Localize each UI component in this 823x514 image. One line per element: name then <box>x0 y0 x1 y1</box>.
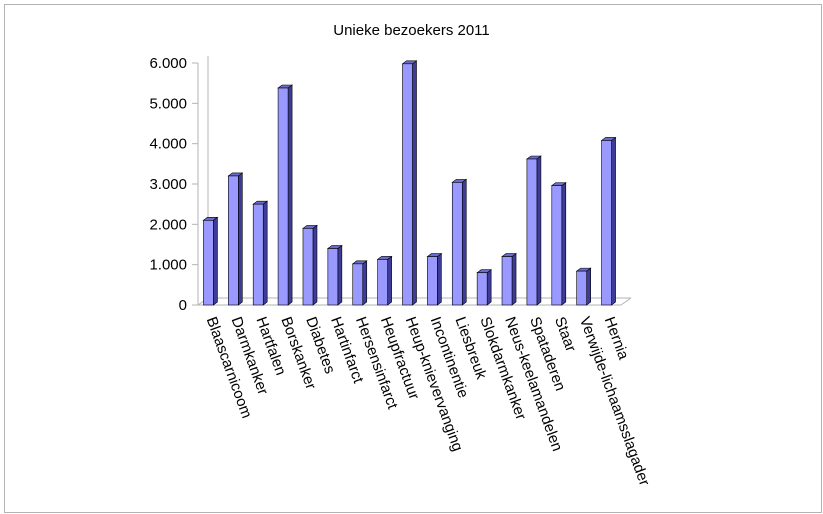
chart-title: Unieke bezoekers 2011 <box>333 22 490 39</box>
y-tick-label: 6.000 <box>149 55 187 72</box>
bar <box>526 155 542 306</box>
y-tick-label: 1.000 <box>149 257 187 274</box>
bar <box>600 136 617 306</box>
bar <box>252 200 269 306</box>
bar <box>550 182 567 306</box>
bar <box>501 253 517 306</box>
bar <box>451 178 468 306</box>
y-tick-label: 0 <box>179 297 187 314</box>
floor-right-edge <box>620 297 632 306</box>
chart-frame <box>4 4 822 513</box>
bar <box>575 267 592 306</box>
bar <box>326 244 343 306</box>
bar <box>227 172 244 306</box>
bar <box>202 216 219 306</box>
bar <box>401 60 418 306</box>
bar <box>476 269 493 306</box>
bar <box>351 260 368 306</box>
bar <box>302 224 318 306</box>
bar <box>277 84 293 306</box>
y-tick-label: 2.000 <box>149 216 187 233</box>
bar <box>426 253 443 306</box>
y-tick-label: 5.000 <box>149 95 187 112</box>
bar <box>376 255 393 306</box>
y-tick-label: 3.000 <box>149 176 187 193</box>
y-tick-label: 4.000 <box>149 136 187 153</box>
